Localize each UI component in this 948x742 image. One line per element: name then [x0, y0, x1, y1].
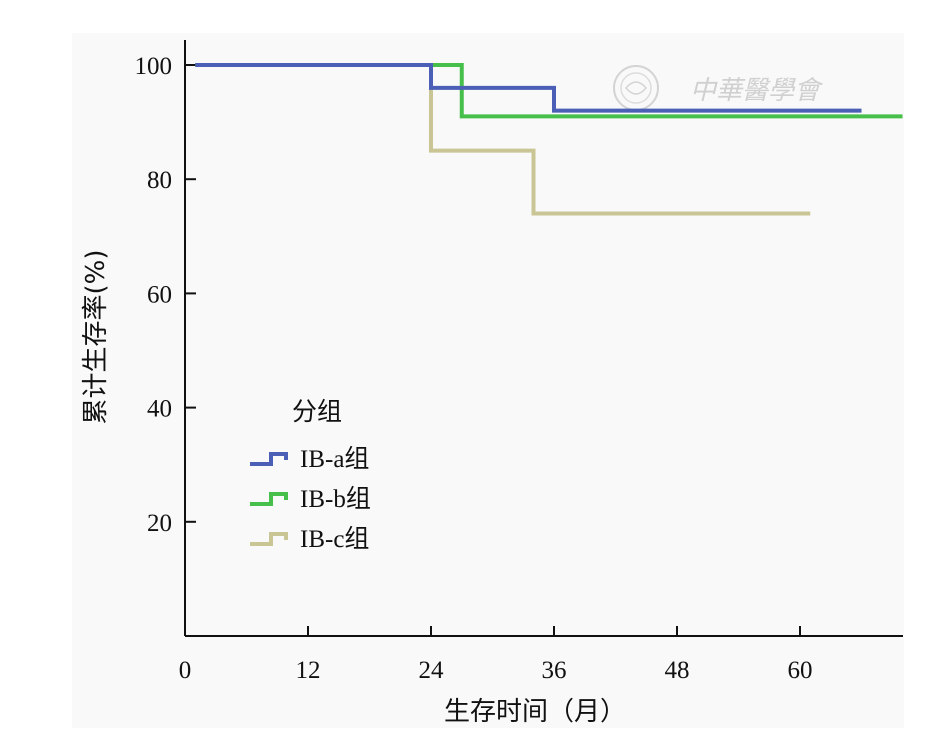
legend-title: 分组 [292, 397, 342, 426]
y-tick-label: 20 [147, 510, 172, 537]
x-ticks: 0 12 24 36 48 60 [179, 626, 813, 684]
x-axis-title: 生存时间（月） [444, 697, 626, 727]
legend-swatch [250, 492, 288, 506]
watermark: 中華醫學會 [613, 65, 824, 111]
x-tick-label: 24 [419, 657, 445, 684]
x-tick-label: 0 [179, 657, 192, 684]
legend-label: IB-a组 [300, 445, 369, 473]
legend-swatch [250, 452, 288, 466]
series-line-IB-a组 [195, 63, 862, 113]
y-tick-label: 100 [135, 53, 173, 80]
legend: 分组 IB-a组 IB-b组 IB-c组 [250, 397, 371, 553]
legend-item: IB-a组 [250, 445, 369, 473]
series-lines [195, 63, 903, 216]
legend-label: IB-b组 [300, 485, 371, 513]
y-tick-label: 80 [147, 167, 172, 194]
series-line-IB-c组 [429, 65, 811, 216]
y-tick-label: 40 [147, 396, 172, 423]
x-tick-label: 48 [665, 657, 690, 684]
y-tick-label: 60 [147, 281, 172, 308]
watermark-text: 中華醫學會 [690, 76, 824, 106]
y-ticks: 20 40 60 80 100 [135, 53, 196, 537]
axes [184, 40, 903, 637]
seal-logo-icon [613, 65, 659, 111]
x-tick-label: 60 [788, 657, 813, 684]
x-tick-label: 36 [542, 657, 567, 684]
legend-item: IB-b组 [250, 485, 371, 513]
legend-swatch [250, 532, 288, 546]
x-tick-label: 12 [296, 657, 321, 684]
y-axis-title: 累计生存率(%) [81, 250, 111, 425]
legend-item: IB-c组 [250, 525, 369, 553]
legend-label: IB-c组 [300, 525, 369, 553]
